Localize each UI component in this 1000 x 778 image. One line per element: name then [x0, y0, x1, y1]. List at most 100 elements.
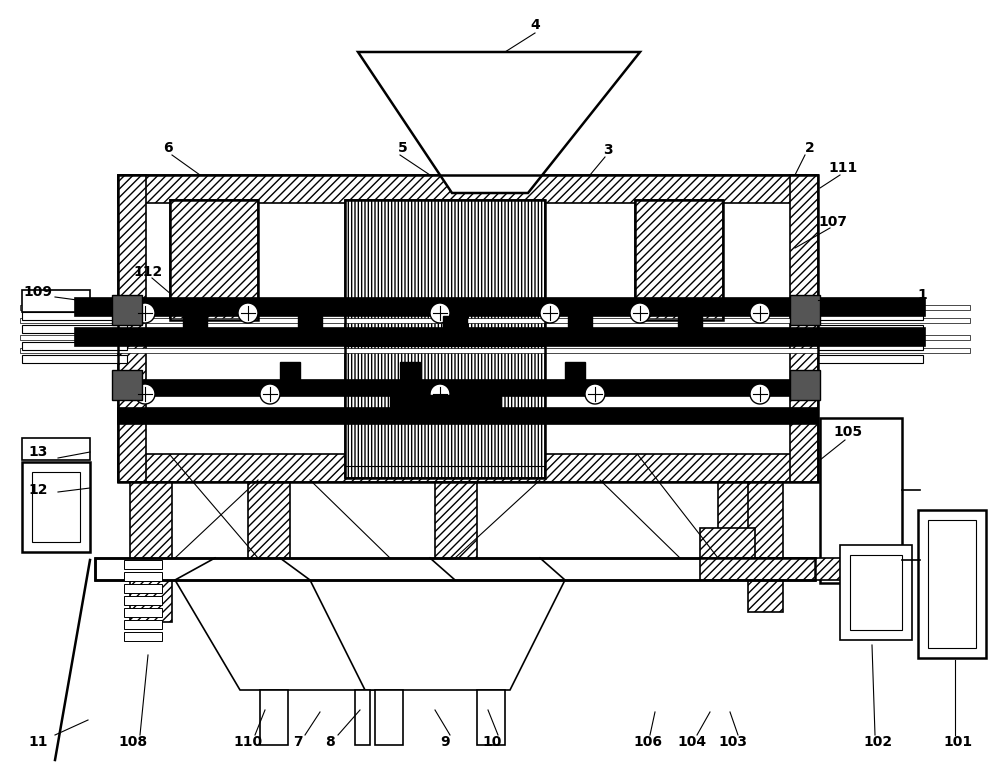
Bar [124, 632, 162, 641]
Bar [124, 572, 162, 581]
Bar [790, 175, 818, 482]
Circle shape [135, 384, 155, 404]
Bar [918, 510, 986, 658]
Polygon shape [310, 580, 565, 690]
Bar [170, 200, 258, 320]
Circle shape [135, 303, 155, 323]
Text: 104: 104 [677, 735, 707, 749]
Bar [818, 312, 923, 320]
Bar [118, 454, 818, 482]
Text: 2: 2 [805, 141, 815, 155]
Bar [298, 316, 322, 334]
Bar [840, 545, 912, 640]
Bar [443, 316, 467, 334]
Circle shape [430, 303, 450, 323]
Bar [118, 408, 818, 424]
Bar [477, 690, 505, 745]
Bar [700, 558, 850, 580]
Text: 13: 13 [28, 445, 48, 459]
Bar [118, 175, 146, 482]
Text: 106: 106 [634, 735, 662, 749]
Bar [22, 290, 90, 312]
Bar [345, 200, 545, 478]
Bar [678, 316, 702, 334]
Text: 10: 10 [482, 735, 502, 749]
Text: 8: 8 [325, 735, 335, 749]
Polygon shape [358, 52, 640, 193]
Bar [345, 346, 545, 466]
Text: 3: 3 [603, 143, 613, 157]
Circle shape [750, 303, 770, 323]
Bar [124, 608, 162, 617]
Bar [183, 316, 207, 334]
Bar [22, 325, 127, 333]
Circle shape [750, 384, 770, 404]
Text: 1: 1 [917, 288, 927, 302]
Bar [20, 335, 970, 340]
Bar [790, 295, 820, 325]
Text: 105: 105 [833, 425, 863, 439]
Text: 5: 5 [398, 141, 408, 155]
Bar [20, 305, 970, 310]
Bar [790, 370, 820, 400]
Text: 101: 101 [943, 735, 973, 749]
Bar [635, 200, 723, 320]
Bar [124, 596, 162, 605]
Bar [112, 295, 142, 325]
Bar [22, 342, 127, 350]
Text: 7: 7 [293, 735, 303, 749]
Bar [565, 362, 585, 382]
Text: 109: 109 [24, 285, 52, 299]
Bar [118, 380, 818, 396]
Text: 107: 107 [818, 215, 848, 229]
Bar [820, 418, 902, 583]
Bar [818, 325, 923, 333]
Bar [818, 355, 923, 363]
Bar [390, 395, 500, 407]
Bar [345, 200, 545, 478]
Bar [22, 462, 90, 552]
Text: 12: 12 [28, 483, 48, 497]
Bar [818, 342, 923, 350]
Text: 9: 9 [440, 735, 450, 749]
Text: 111: 111 [828, 161, 858, 175]
Bar [170, 200, 258, 320]
Bar [355, 690, 370, 745]
Bar [112, 370, 142, 400]
Bar [95, 558, 815, 580]
Bar [568, 316, 592, 334]
Bar [928, 520, 976, 648]
Text: 110: 110 [233, 735, 263, 749]
Bar [248, 482, 290, 622]
Circle shape [585, 384, 605, 404]
Bar [130, 482, 172, 622]
Bar [435, 482, 477, 582]
Circle shape [430, 384, 450, 404]
Text: 102: 102 [863, 735, 893, 749]
Circle shape [238, 303, 258, 323]
Bar [75, 298, 925, 316]
Text: 4: 4 [530, 18, 540, 32]
Bar [400, 362, 420, 382]
Bar [124, 560, 162, 569]
Bar [32, 472, 80, 542]
Circle shape [540, 303, 560, 323]
Bar [718, 482, 760, 572]
Bar [20, 318, 970, 323]
Bar [700, 528, 755, 558]
Bar [20, 348, 970, 353]
Text: 108: 108 [118, 735, 148, 749]
Text: 6: 6 [163, 141, 173, 155]
Circle shape [260, 384, 280, 404]
Bar [22, 355, 127, 363]
Bar [635, 200, 723, 320]
Bar [118, 175, 818, 482]
Bar [280, 362, 300, 382]
Text: 103: 103 [718, 735, 748, 749]
Bar [375, 690, 403, 745]
Text: 112: 112 [133, 265, 163, 279]
Bar [22, 438, 90, 460]
Text: 11: 11 [28, 735, 48, 749]
Bar [118, 175, 818, 203]
Bar [850, 555, 902, 630]
